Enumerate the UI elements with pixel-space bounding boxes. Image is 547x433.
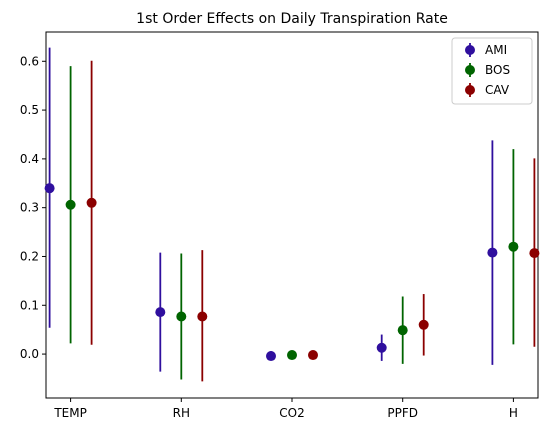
x-tick-label: PPFD	[387, 406, 418, 420]
data-point	[529, 248, 540, 259]
legend-marker	[465, 45, 475, 55]
y-tick-label: 0.0	[20, 347, 39, 361]
x-axis: TEMP RH CO2 PPFD H	[53, 398, 518, 420]
data-point	[155, 307, 166, 318]
chart-title: 1st Order Effects on Daily Transpiration…	[136, 11, 448, 27]
data-point	[397, 325, 408, 336]
data-point	[308, 350, 318, 361]
legend-label: BOS	[485, 63, 510, 77]
data-point	[376, 342, 387, 353]
y-tick-label: 0.2	[20, 249, 39, 263]
data-point	[418, 319, 429, 330]
x-tick-label: RH	[173, 406, 190, 420]
series-bos	[65, 66, 519, 380]
legend-marker	[465, 65, 475, 75]
data-marks	[44, 47, 540, 382]
data-point	[266, 351, 276, 362]
data-point	[508, 241, 519, 252]
x-tick-label: TEMP	[53, 406, 87, 420]
data-point	[86, 197, 97, 208]
data-point	[65, 199, 76, 210]
data-point	[197, 311, 208, 322]
y-axis: 0.0 0.1 0.2 0.3 0.4 0.5 0.6	[20, 54, 46, 361]
y-tick-label: 0.1	[20, 298, 39, 312]
series-ami	[44, 47, 498, 372]
legend-marker	[465, 85, 475, 95]
data-point	[487, 247, 498, 258]
data-point	[176, 311, 187, 322]
y-tick-label: 0.4	[20, 152, 39, 166]
legend-label: CAV	[485, 83, 510, 97]
x-tick-label: CO2	[279, 406, 304, 420]
series-cav	[86, 60, 540, 382]
y-tick-label: 0.5	[20, 103, 39, 117]
y-tick-label: 0.3	[20, 201, 39, 215]
x-tick-label: H	[509, 406, 518, 420]
data-point	[44, 183, 55, 194]
data-point	[287, 350, 297, 361]
legend: AMI BOS CAV	[451, 37, 533, 105]
y-tick-label: 0.6	[20, 54, 39, 68]
legend-label: AMI	[485, 43, 507, 57]
